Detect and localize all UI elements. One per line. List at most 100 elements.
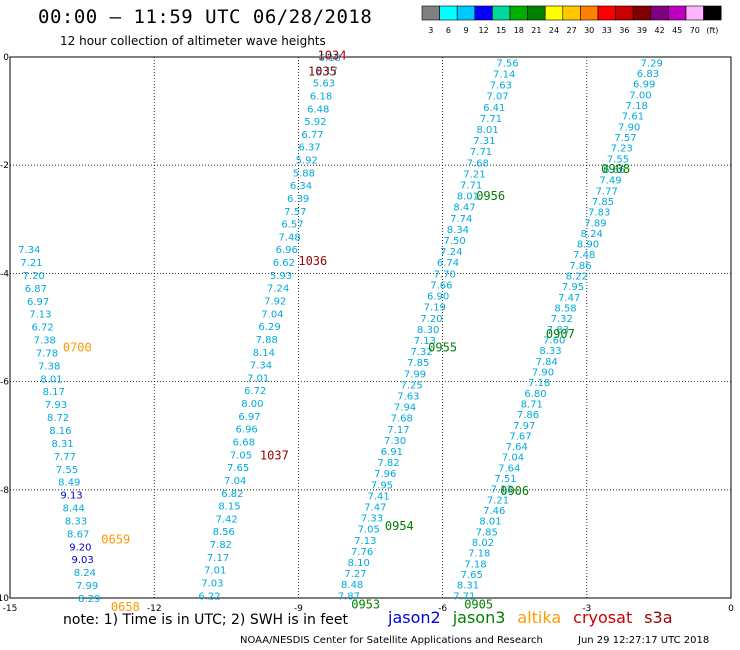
- data-point-label: 8.31: [457, 581, 479, 592]
- data-point-label: 7.95: [562, 282, 584, 293]
- data-point-label: 7.96: [374, 469, 396, 480]
- data-point-label: 7.42: [216, 514, 238, 525]
- data-point-label: 7.74: [450, 214, 472, 225]
- data-point-label: 6.97: [238, 412, 260, 423]
- data-point-label: 7.64: [506, 442, 528, 453]
- color-scale-label: (ft): [706, 26, 718, 35]
- data-point-label: 7.57: [614, 133, 636, 144]
- data-point-label: 7.04: [261, 309, 283, 320]
- data-point-label: 7.47: [364, 502, 386, 513]
- data-point-label: 8.67: [67, 529, 89, 540]
- plot-frame: [9, 56, 732, 599]
- data-point-label: 6.34: [290, 181, 312, 192]
- data-point-label: 5.88: [293, 168, 315, 179]
- data-point-label: 7.84: [536, 357, 558, 368]
- data-point-label: 8.47: [453, 203, 475, 214]
- data-point-label: 7.33: [361, 514, 383, 525]
- data-point-label: 6.96: [276, 245, 298, 256]
- y-tick-label: -2: [0, 161, 9, 171]
- data-point-label: 6.87: [25, 284, 47, 295]
- data-point-label: 6.48: [307, 104, 329, 115]
- data-point-label: 7.01: [204, 566, 226, 577]
- data-point-label: 7.27: [344, 569, 366, 580]
- pass-time-label: 0955: [428, 340, 457, 354]
- data-point-label: 7.21: [20, 258, 42, 269]
- color-scale-label: 70: [690, 26, 700, 35]
- data-point-label: 6.77: [301, 130, 323, 141]
- data-point-label: 6.99: [633, 80, 655, 91]
- data-point-label: 7.94: [394, 403, 416, 414]
- data-point-label: 7.77: [596, 186, 618, 197]
- footer-timestamp: Jun 29 12:27:17 UTC 2018: [578, 635, 710, 646]
- color-scale-label: 33: [602, 26, 612, 35]
- chart-title: 00:00 – 11:59 UTC 06/28/2018: [38, 6, 373, 28]
- data-point-label: 9.03: [72, 555, 94, 566]
- pass-time-label: 1037: [260, 449, 289, 463]
- color-swatch: [703, 5, 722, 21]
- data-point-label: 7.18: [626, 101, 648, 112]
- data-point-label: 7.63: [490, 81, 512, 92]
- data-point-label: 9.13: [60, 491, 82, 502]
- data-point-label: 7.01: [247, 373, 269, 384]
- data-point-label: 6.66: [603, 165, 625, 176]
- data-point-label: 6.29: [258, 322, 280, 333]
- data-point-label: 8.56: [213, 527, 235, 538]
- data-point-label: 7.51: [494, 474, 516, 485]
- data-point-label: 7.41: [367, 491, 389, 502]
- color-scale-label: 6: [446, 26, 451, 35]
- data-point-label: 8.01: [40, 374, 62, 385]
- data-point-label: 7.13: [29, 310, 51, 321]
- data-point-label: 6.68: [233, 437, 255, 448]
- data-point-label: 6.91: [381, 447, 403, 458]
- data-point-label: 7.85: [476, 527, 498, 538]
- y-tick-label: -8: [0, 486, 9, 496]
- data-point-label: 7.64: [498, 463, 520, 474]
- color-scale-label: 30: [584, 26, 594, 35]
- legend-altika: altika: [517, 608, 562, 627]
- note-text: note: 1) Time is in UTC; 2) SWH is in fe…: [63, 612, 349, 628]
- data-point-label: 8.01: [479, 517, 501, 528]
- data-point-label: 6.18: [319, 53, 341, 64]
- pass-time-label: 0658: [111, 600, 140, 614]
- x-tick-label: 0: [728, 604, 734, 614]
- data-point-label: 7.71: [460, 181, 482, 192]
- data-point-label: 7.04: [502, 453, 524, 464]
- pass-time-label: 0700: [63, 340, 92, 354]
- data-point-label: 6.72: [244, 386, 266, 397]
- data-point-label: 7.56: [496, 58, 518, 69]
- data-point-label: 8.01: [477, 125, 499, 136]
- data-point-label: 8.49: [58, 478, 80, 489]
- data-point-label: 8.15: [218, 502, 240, 513]
- data-point-label: 7.38: [38, 361, 60, 372]
- data-point-label: 7.82: [377, 458, 399, 469]
- pass-time-label: 1034: [318, 48, 347, 62]
- data-point-label: 8.58: [554, 304, 576, 315]
- data-point-label: 7.66: [430, 280, 452, 291]
- data-point-label: 7.71: [480, 114, 502, 125]
- data-point-label: 8.14: [253, 348, 275, 359]
- data-point-label: 7.88: [256, 335, 278, 346]
- data-point-label: 7.87: [338, 591, 360, 602]
- pass-time-label: 0907: [546, 327, 575, 341]
- data-point-label: 7.89: [584, 218, 606, 229]
- color-scale-label: 24: [549, 26, 559, 35]
- data-point-label: 7.86: [517, 410, 539, 421]
- footer-credit: NOAA/NESDIS Center for Satellite Applica…: [240, 635, 543, 646]
- x-tick-label: -15: [3, 604, 18, 614]
- data-point-label: 7.34: [18, 245, 40, 256]
- data-point-label: 7.92: [264, 297, 286, 308]
- data-point-label: 7.67: [509, 431, 531, 442]
- color-scale-label: 9: [463, 26, 468, 35]
- data-point-label: 6.82: [221, 489, 243, 500]
- data-point-label: 8.17: [43, 387, 65, 398]
- y-tick-label: 0: [3, 53, 9, 63]
- pass-time-label: 1035: [308, 65, 337, 79]
- data-point-label: 7.17: [387, 425, 409, 436]
- legend-jason3: jason3: [452, 608, 506, 627]
- data-point-label: 7.29: [641, 58, 663, 69]
- data-point-label: 7.57: [284, 207, 306, 218]
- pass-time-label: 1036: [298, 254, 327, 268]
- legend-s3a: s3a: [644, 608, 673, 627]
- data-point-label: 7.83: [547, 325, 569, 336]
